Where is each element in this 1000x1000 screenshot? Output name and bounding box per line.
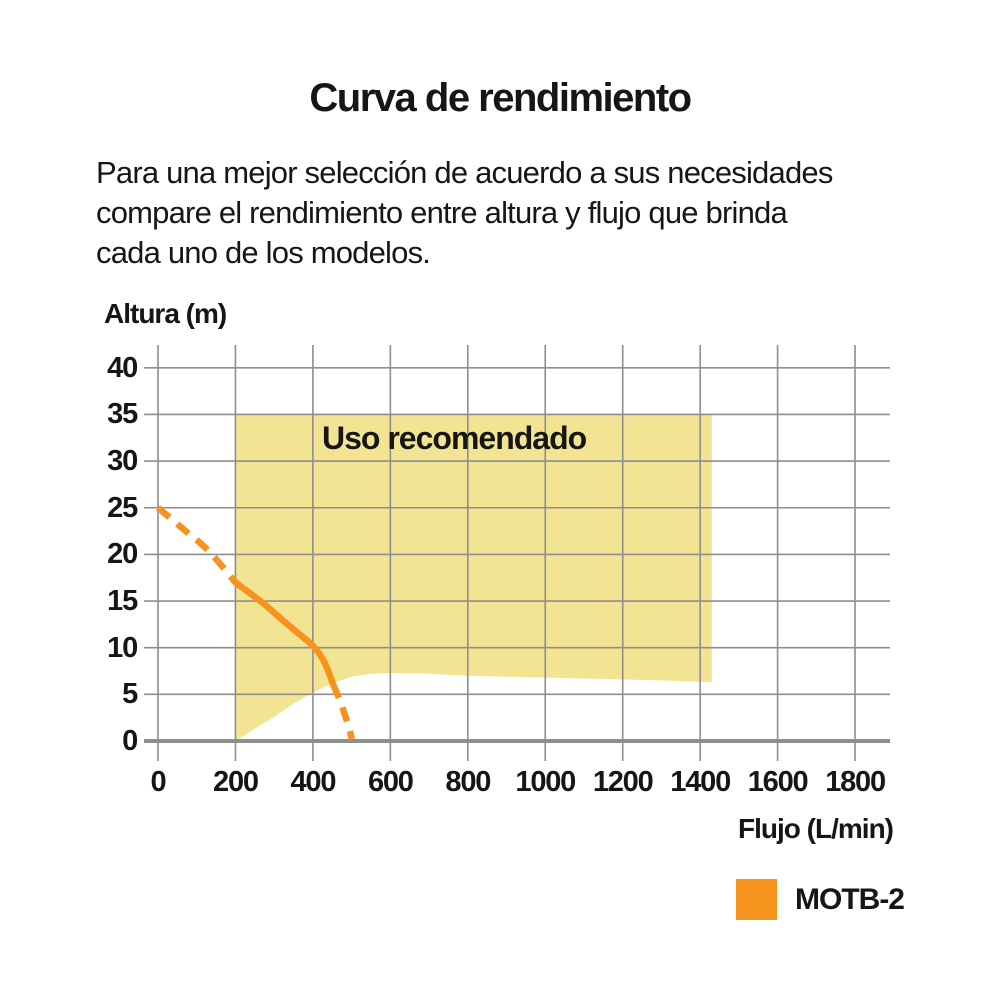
description-line-3: cada uno de los modelos.	[96, 235, 431, 270]
y-tick-label: 0	[122, 725, 138, 757]
y-tick-label: 20	[107, 538, 138, 571]
description: Para una mejor selección de acuerdo a su…	[96, 153, 956, 273]
x-tick-label: 800	[445, 766, 491, 798]
x-axis-title: Flujo (L/min)	[738, 813, 894, 844]
recommended-region	[235, 414, 712, 741]
y-tick-label: 40	[107, 351, 138, 384]
y-tick-label: 5	[122, 678, 138, 711]
y-tick-label: 25	[107, 491, 138, 524]
legend: MOTB-2	[736, 879, 905, 920]
y-axis-title: Altura (m)	[104, 298, 227, 329]
description-line-1: Para una mejor selección de acuerdo a su…	[96, 155, 833, 190]
series-curve-motb-2	[232, 579, 337, 688]
x-tick-label: 1200	[592, 766, 654, 798]
y-tick-label: 35	[107, 398, 138, 431]
x-tick-label: 1400	[670, 766, 731, 798]
x-tick-label: 0	[150, 766, 167, 798]
y-tick-label: 15	[107, 585, 138, 618]
description-line-2: compare el rendimiento entre altura y fl…	[96, 195, 788, 230]
page-title: Curva de rendimiento	[309, 76, 692, 120]
x-tick-label: 200	[213, 766, 259, 798]
x-tick-label: 1600	[747, 766, 809, 798]
x-tick-label: 1000	[515, 766, 576, 798]
legend-swatch	[736, 879, 777, 920]
x-tick-label: 600	[367, 766, 414, 798]
legend-label: MOTB-2	[795, 882, 905, 916]
x-tick-label: 400	[290, 766, 336, 798]
recommended-use-label: Uso recomendado	[322, 420, 587, 456]
x-tick-label: 1800	[825, 766, 886, 798]
series-curve-motb-2	[330, 682, 356, 740]
y-tick-label: 30	[107, 445, 138, 478]
y-tick-label: 10	[107, 631, 138, 664]
series-curve-motb-2	[155, 505, 238, 585]
